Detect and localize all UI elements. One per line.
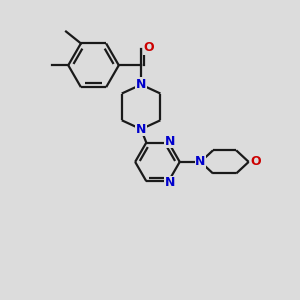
Text: N: N xyxy=(136,78,146,91)
Text: O: O xyxy=(251,155,261,168)
Text: N: N xyxy=(195,155,206,168)
Text: O: O xyxy=(143,41,154,54)
Text: N: N xyxy=(165,135,175,148)
Text: N: N xyxy=(136,123,146,136)
Text: N: N xyxy=(165,176,175,189)
